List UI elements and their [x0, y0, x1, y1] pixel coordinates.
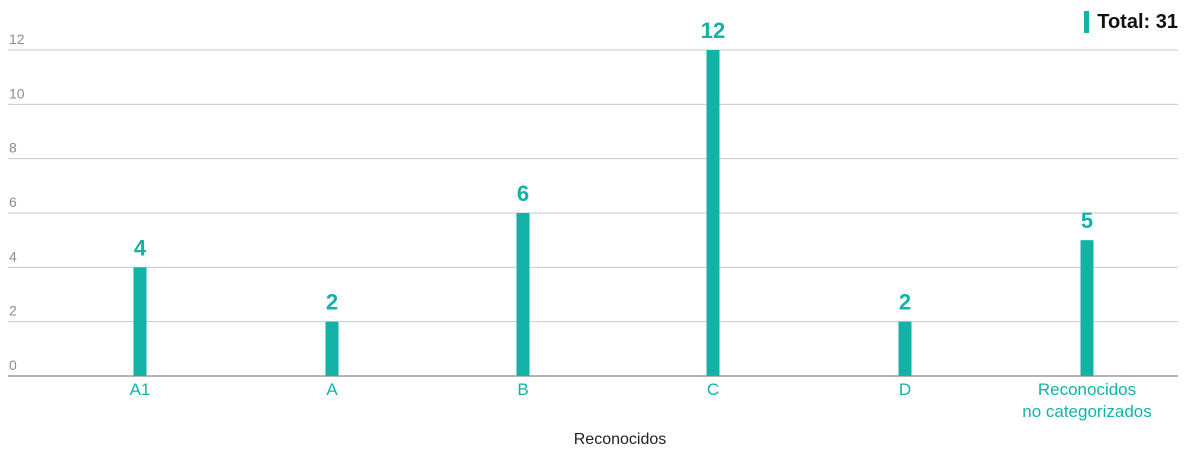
bar	[325, 321, 339, 376]
x-tick-label: Reconocidos	[1038, 380, 1136, 399]
bar-value-label: 6	[517, 181, 529, 206]
y-tick-label: 6	[9, 194, 17, 210]
total-badge: Total: 31	[1084, 10, 1178, 34]
bar	[898, 321, 912, 376]
y-tick-label: 4	[9, 248, 17, 264]
bars	[133, 50, 1094, 376]
bar	[706, 50, 720, 376]
bar-value-label: 2	[899, 290, 911, 315]
x-tick-label: no categorizados	[1022, 402, 1151, 421]
data-labels: 4 2 6 12 2 5	[134, 18, 1093, 315]
y-tick-label: 10	[9, 85, 25, 101]
bar-value-label: 12	[701, 18, 725, 43]
total-label: Total: 31	[1097, 11, 1178, 33]
x-tick-label: D	[899, 380, 911, 399]
y-tick-label: 2	[9, 303, 17, 319]
y-tick-label: 8	[9, 140, 17, 156]
x-tick-label: A1	[130, 380, 151, 399]
bar	[516, 213, 530, 376]
bar-value-label: 2	[326, 290, 338, 315]
bar	[1080, 240, 1094, 376]
x-tick-label: B	[517, 380, 528, 399]
category-labels: A1 A B C D Reconocidos no categorizados	[130, 380, 1152, 421]
x-axis-title: Reconocidos	[574, 431, 667, 447]
bar-value-label: 5	[1081, 208, 1093, 233]
x-tick-label: C	[707, 380, 719, 399]
x-tick-label: A	[326, 380, 338, 399]
gridlines: 0 2 4 6 8 10 12	[8, 31, 1178, 373]
bar	[133, 267, 147, 376]
y-tick-label: 12	[9, 31, 25, 47]
total-accent-bar	[1084, 11, 1090, 33]
bar-value-label: 4	[134, 235, 147, 260]
y-tick-label: 0	[9, 357, 17, 373]
